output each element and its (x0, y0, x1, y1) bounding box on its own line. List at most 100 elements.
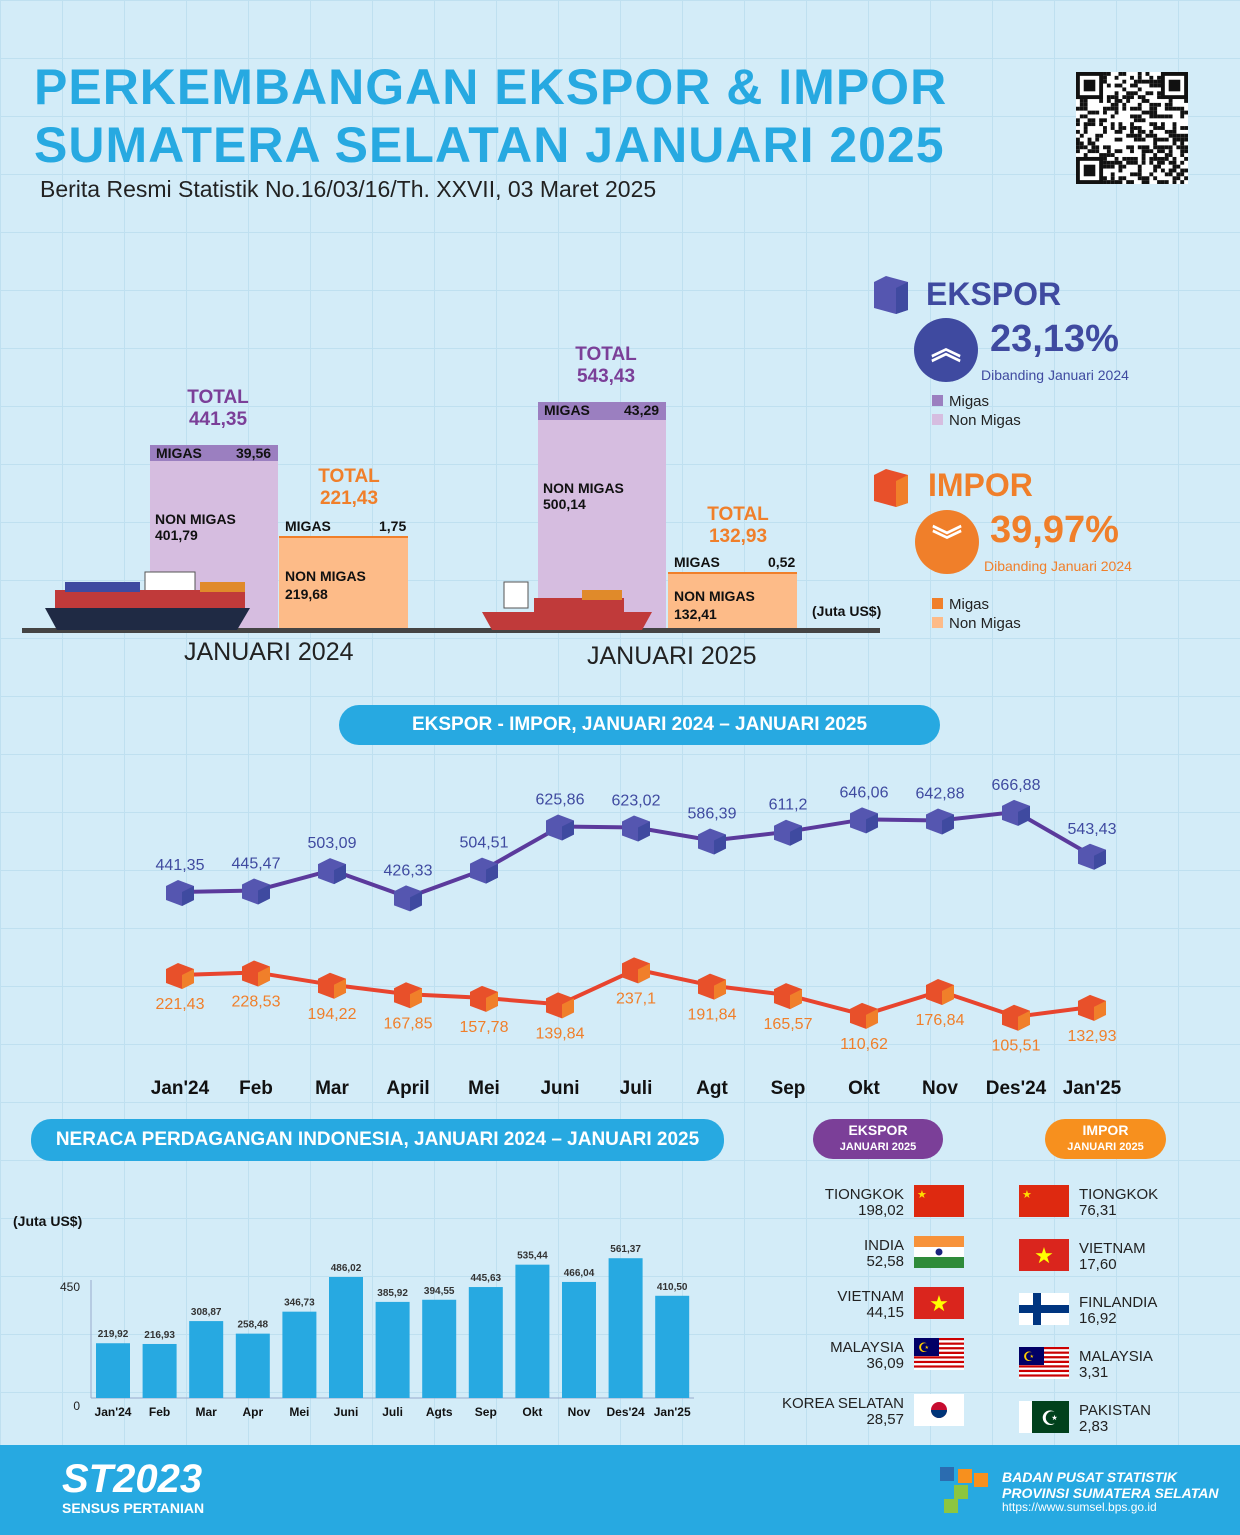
month-tick: Des'24 (985, 1078, 1047, 1099)
x-tick: Agts (426, 1405, 453, 1419)
impor-migas-bar (279, 535, 408, 538)
x-tick: Apr (242, 1405, 263, 1419)
bar (515, 1264, 550, 1398)
country-name: VIETNAM (837, 1288, 904, 1305)
bar (142, 1343, 177, 1398)
data-label: 221,43 (156, 996, 205, 1013)
container-point-icon (546, 814, 574, 841)
partner-item: FINLANDIA 16,92 (1079, 1295, 1157, 1327)
x-tick: Nov (568, 1405, 591, 1419)
container-point-icon (166, 963, 194, 989)
country-name: VIETNAM (1079, 1240, 1146, 1257)
bar (562, 1281, 596, 1398)
x-tick: Juni (334, 1405, 359, 1419)
impor-nonmigas-bar (279, 537, 408, 630)
bar (189, 1321, 224, 1398)
vietnam-flag-icon: ★ (1019, 1239, 1069, 1271)
malaysia-flag-icon: ☪ (914, 1338, 964, 1370)
partner-item: KOREA SELATAN 28,57 (782, 1396, 904, 1428)
st2023-sub: SENSUS PERTANIAN (62, 1500, 205, 1516)
bar (422, 1299, 457, 1398)
container-point-icon (318, 972, 346, 999)
container-point-icon (1002, 799, 1030, 826)
data-label: 586,39 (688, 806, 737, 823)
ekspor-migas-bar (538, 401, 666, 420)
country-value: 44,15 (866, 1304, 904, 1321)
data-label: 642,88 (916, 785, 965, 802)
total-value: 441,35 (188, 408, 248, 430)
ekspor-total: TOTAL 441,35 (170, 387, 266, 431)
partner-item: INDIA 52,58 (864, 1238, 904, 1270)
malaysia-flag-icon: ☪ (1019, 1347, 1069, 1379)
migas-label: MIGAS (156, 444, 202, 461)
data-label: 666,88 (992, 777, 1041, 794)
migas-label: MIGAS (674, 554, 720, 571)
impor-total: TOTAL 221,43 (299, 466, 399, 510)
vietnam-flag-icon: ★ (914, 1287, 964, 1319)
data-label: 165,57 (764, 1016, 813, 1033)
data-label: 426,33 (384, 862, 433, 879)
data-label: 625,86 (536, 791, 585, 808)
data-label: 191,84 (688, 1007, 737, 1024)
country-value: 16,92 (1079, 1310, 1117, 1327)
migas-value: 43,29 (624, 401, 660, 418)
bar-value-label: 466,04 (564, 1268, 595, 1279)
nonmigas-value: 219,68 (285, 585, 328, 602)
impor-heading: IMPOR (928, 467, 1033, 503)
svg-text:☪: ☪ (918, 1340, 930, 1355)
y-axis-label: (Juta US$) (13, 1213, 83, 1229)
month-tick: Sep (770, 1078, 806, 1099)
bar-value-label: 486,02 (331, 1263, 362, 1274)
bar-value-label: 346,73 (284, 1298, 315, 1309)
data-label: 611,2 (769, 797, 808, 814)
impor-change: 39,97% (990, 509, 1119, 551)
data-label: 441,35 (156, 857, 205, 874)
data-label: 132,93 (1068, 1028, 1117, 1045)
total-value: 543,43 (576, 365, 636, 387)
data-label: 228,53 (232, 993, 281, 1010)
bar-value-label: 216,93 (144, 1330, 175, 1341)
month-tick: Feb (239, 1078, 273, 1099)
org-url[interactable]: https://www.sumsel.bps.go.id (1002, 1500, 1157, 1514)
cargo-ship-icon (482, 581, 652, 630)
bar-value-label: 219,92 (98, 1329, 129, 1340)
container-icon (874, 276, 908, 314)
ekspor-heading: EKSPOR (926, 276, 1062, 312)
finland-flag-icon (1019, 1293, 1069, 1325)
data-label: 110,62 (840, 1036, 888, 1053)
total-label: TOTAL (318, 465, 380, 487)
org-province: PROVINSI SUMATERA SELATAN (1002, 1485, 1219, 1501)
bar (468, 1287, 503, 1398)
country-name: INDIA (863, 1237, 904, 1254)
bar-value-label: 410,50 (657, 1282, 688, 1293)
month-tick: Juli (619, 1078, 653, 1099)
ekspor-partners-badge: EKSPOR JANUARI 2025 (813, 1119, 943, 1159)
nonmigas-value: 132,41 (674, 606, 717, 623)
unit-label: (Juta US$) (812, 603, 882, 619)
korea-flag-icon (914, 1394, 964, 1426)
container-point-icon (774, 983, 802, 1010)
country-value: 198,02 (858, 1202, 904, 1219)
total-value: 221,43 (319, 487, 379, 509)
svg-text:★: ★ (917, 1189, 927, 1201)
container-point-icon (394, 982, 422, 1009)
qr-code[interactable] (1074, 72, 1190, 184)
country-value: 2,83 (1079, 1418, 1109, 1435)
x-tick: Feb (149, 1405, 170, 1419)
cargo-ship-icon (45, 571, 250, 630)
container-point-icon (1078, 843, 1106, 870)
svg-text:★: ★ (1022, 1189, 1032, 1201)
country-name: FINLANDIA (1079, 1294, 1158, 1311)
nonmigas-label: NON MIGAS (543, 479, 624, 496)
country-value: 52,58 (866, 1253, 904, 1270)
container-point-icon (622, 957, 650, 984)
container-point-icon (926, 979, 954, 1006)
svg-text:★: ★ (1034, 1243, 1054, 1268)
impor-migas-bar (668, 572, 797, 575)
bar-value-label: 445,63 (471, 1273, 502, 1284)
pakistan-flag-icon: ☪ (1019, 1401, 1069, 1433)
data-label: 504,51 (460, 835, 509, 852)
legend-item: Non Migas (932, 412, 1021, 429)
legend-item: Migas (932, 596, 989, 613)
container-point-icon (698, 828, 726, 855)
